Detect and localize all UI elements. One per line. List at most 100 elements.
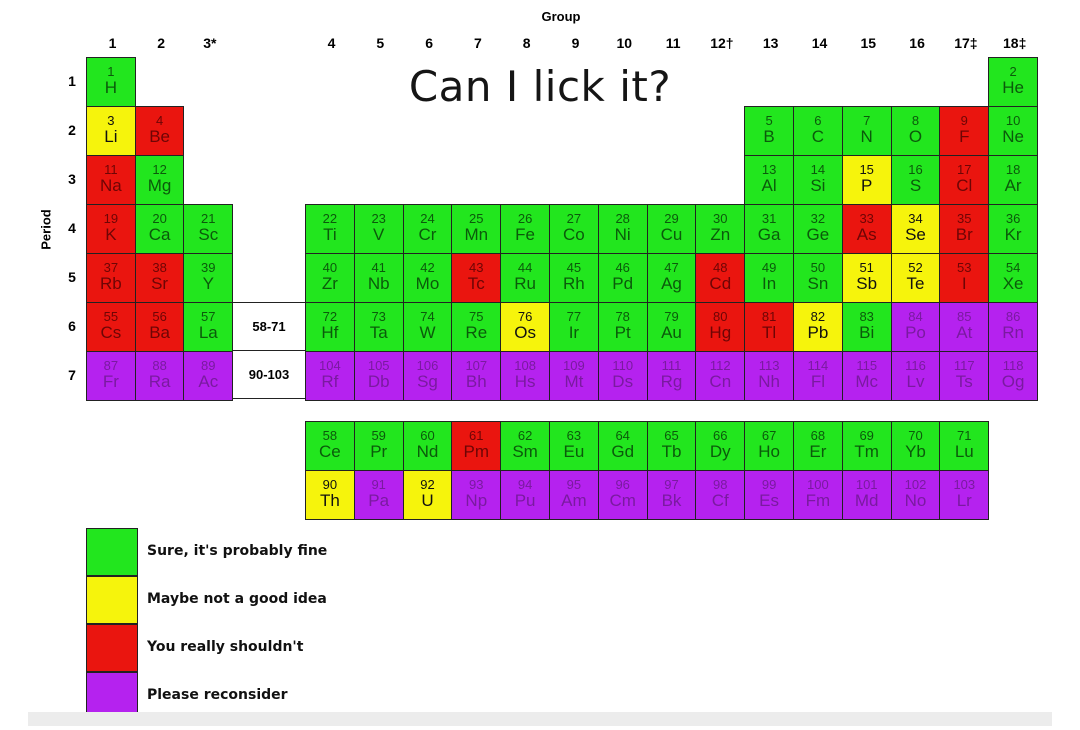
element-cell-rf: 104 Rf (305, 351, 355, 401)
element-cell-nd: 60 Nd (402, 421, 453, 471)
element-symbol: Sr (151, 274, 169, 293)
element-cell-rh: 45 Rh (549, 253, 599, 303)
element-symbol: Te (906, 274, 925, 293)
atomic-number: 52 (908, 260, 923, 275)
atomic-number: 33 (859, 211, 874, 226)
element-symbol: Lv (906, 372, 925, 391)
element-cell-mn: 25 Mn (451, 204, 502, 254)
element-symbol: Ne (1002, 127, 1024, 146)
atomic-number: 79 (664, 309, 679, 324)
element-cell-tb: 65 Tb (646, 421, 697, 471)
atomic-number: 62 (517, 428, 533, 443)
group-label: 14 (811, 35, 828, 51)
element-cell-th: 90 Th (305, 469, 355, 520)
atomic-number: 37 (103, 260, 119, 275)
element-symbol: Fl (810, 372, 825, 391)
element-symbol: La (198, 323, 218, 342)
atomic-number: 88 (152, 358, 167, 373)
atomic-number: 90 (322, 476, 338, 492)
atomic-number: 57 (201, 309, 216, 324)
element-cell-bh: 107 Bh (451, 351, 502, 401)
atomic-number: 58 (322, 428, 338, 443)
atomic-number: 48 (713, 260, 728, 275)
element-symbol: Ta (369, 323, 388, 342)
atomic-number: 98 (713, 476, 728, 492)
element-symbol: W (419, 323, 436, 342)
element-symbol: Ti (323, 225, 337, 244)
group-label: 8 (522, 35, 531, 51)
element-cell-in: 49 In (744, 253, 794, 303)
atomic-number: 113 (758, 358, 780, 373)
atomic-number: 19 (103, 211, 119, 226)
element-cell-te: 52 Te (890, 253, 941, 303)
element-cell-ra: 88 Ra (134, 351, 185, 401)
element-cell-w: 74 W (402, 302, 453, 352)
atomic-number: 71 (957, 428, 972, 443)
element-symbol: I (961, 274, 967, 293)
element-symbol: Bk (661, 490, 682, 510)
element-symbol: Es (759, 490, 779, 510)
atomic-number: 83 (859, 309, 874, 324)
element-symbol: Ru (514, 274, 536, 293)
element-symbol: Cf (711, 490, 729, 510)
element-cell-fe: 26 Fe (500, 204, 550, 254)
element-cell-ne: 10 Ne (988, 106, 1038, 156)
atomic-number: 43 (469, 260, 484, 275)
element-cell-tl: 81 Tl (744, 302, 794, 352)
element-cell-hs: 108 Hs (500, 351, 550, 401)
atomic-number: 103 (953, 476, 976, 492)
atomic-number: 14 (810, 162, 826, 177)
element-cell-gd: 64 Gd (597, 421, 648, 471)
atomic-number: 42 (420, 260, 435, 275)
element-symbol: Hs (514, 372, 536, 391)
element-cell-k: 19 K (86, 204, 136, 254)
element-cell-zr: 40 Zr (305, 253, 355, 303)
element-cell-pb: 82 Pb (793, 302, 843, 352)
element-symbol: Fr (102, 372, 119, 391)
atomic-number: 108 (514, 358, 536, 373)
element-symbol: O (908, 127, 923, 146)
element-cell-ba: 56 Ba (134, 302, 185, 352)
legend-swatch-maybe (86, 576, 138, 624)
element-symbol: Nd (416, 442, 439, 461)
atomic-number: 67 (761, 428, 777, 443)
element-symbol: Hg (709, 323, 732, 342)
atomic-number: 80 (713, 309, 728, 324)
element-symbol: Yb (905, 442, 926, 461)
element-cell-po: 84 Po (890, 302, 941, 352)
atomic-number: 111 (661, 358, 682, 373)
element-symbol: Lu (954, 442, 974, 461)
element-symbol: Cs (100, 323, 122, 342)
group-label: 7 (473, 35, 482, 51)
element-cell-au: 79 Au (646, 302, 697, 352)
atomic-number: 112 (709, 358, 731, 373)
element-symbol: U (421, 490, 434, 510)
group-label: 3* (203, 35, 217, 51)
atomic-number: 89 (201, 358, 216, 373)
group-label: 11 (665, 35, 681, 51)
element-cell-bi: 83 Bi (841, 302, 892, 352)
element-symbol: Nb (367, 274, 390, 293)
element-symbol: Rn (1002, 323, 1024, 342)
atomic-number: 82 (810, 309, 826, 324)
atomic-number: 6 (814, 113, 822, 128)
element-symbol: Hf (321, 323, 339, 342)
element-cell-db: 105 Db (353, 351, 404, 401)
element-cell-tm: 69 Tm (841, 421, 892, 471)
element-symbol: Po (905, 323, 926, 342)
element-symbol: Ra (148, 372, 171, 391)
element-symbol: Tm (854, 442, 879, 461)
element-cell-cf: 98 Cf (695, 469, 746, 520)
group-label: 4 (327, 35, 336, 51)
element-cell-u: 92 U (402, 469, 453, 520)
element-cell-er: 68 Er (793, 421, 843, 471)
legend-label-reconsider: Please reconsider (147, 687, 288, 703)
atomic-number: 107 (465, 358, 488, 373)
lanthanide-placeholder: 58-71 (232, 302, 306, 351)
atomic-number: 65 (664, 428, 679, 443)
element-cell-ts: 117 Ts (939, 351, 990, 401)
element-cell-cr: 24 Cr (402, 204, 453, 254)
